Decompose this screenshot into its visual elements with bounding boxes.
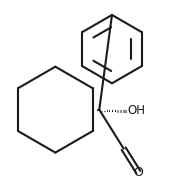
Text: OH: OH — [128, 104, 146, 117]
Text: O: O — [133, 166, 143, 179]
